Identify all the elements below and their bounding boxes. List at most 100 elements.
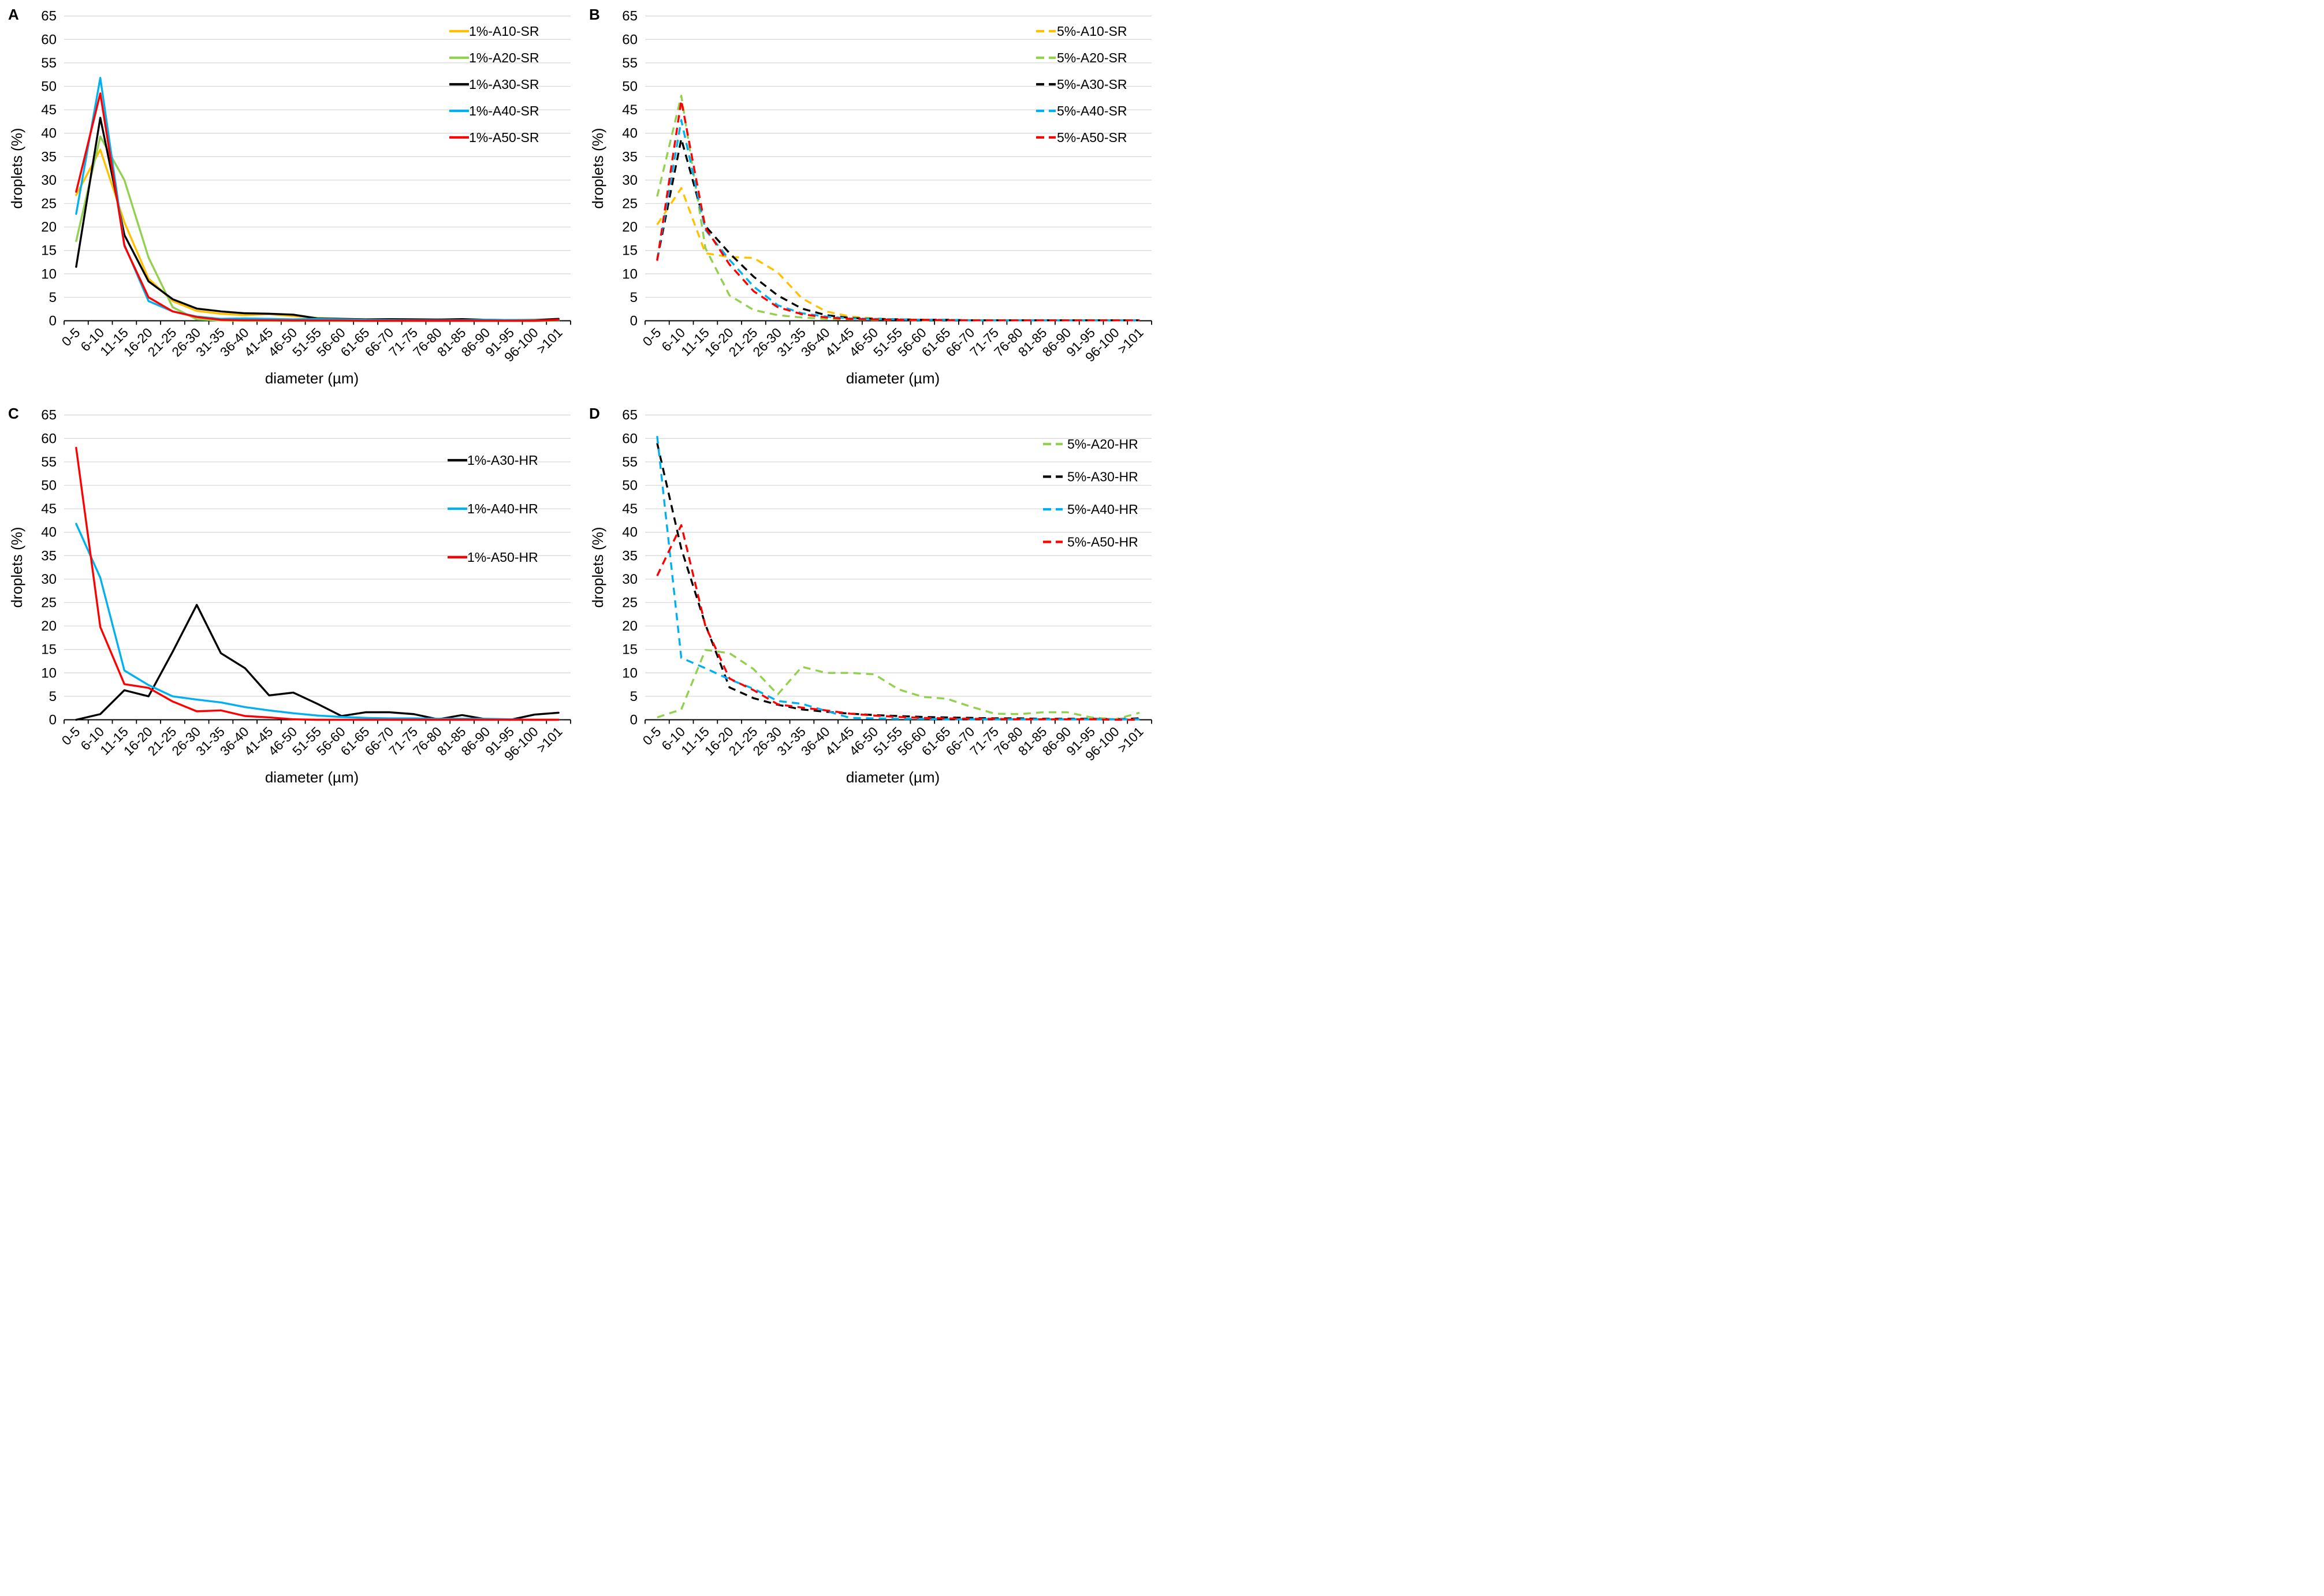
- x-tick-label: >101: [1115, 325, 1146, 357]
- series-line-1%-A50-HR: [75, 446, 560, 721]
- y-tick-label: 30: [622, 572, 638, 587]
- legend-item: 5%-A50-SR: [1036, 130, 1127, 145]
- legend-item: 1%-A30-HR: [448, 453, 538, 468]
- y-tick-label: 65: [622, 9, 638, 24]
- y-tick-label: 40: [41, 525, 57, 540]
- y-tick-label: 55: [622, 55, 638, 71]
- y-tick-label: 20: [41, 219, 57, 235]
- x-axis-title: diameter (µm): [846, 769, 940, 786]
- y-tick-label: 45: [41, 102, 57, 118]
- y-tick-label: 5: [49, 689, 57, 704]
- y-tick-label: 40: [41, 126, 57, 141]
- chart-d: 051015202530354045505560650-56-1011-1516…: [589, 408, 1152, 786]
- y-tick-label: 10: [622, 266, 638, 282]
- y-tick-label: 65: [41, 408, 57, 423]
- legend-item: 5%-A30-SR: [1036, 77, 1127, 92]
- panel-b: B 0 5 10 15 20 25 30 35 40 45 50 55 60 65 0-5 6-10 11-15…: [581, 0, 1162, 399]
- y-tick-label: 25: [622, 196, 638, 212]
- y-tick-label: 20: [622, 219, 638, 235]
- y-tick-label: 35: [622, 548, 638, 564]
- y-tick-label: 55: [622, 454, 638, 470]
- y-tick-label: 35: [41, 548, 57, 564]
- y-tick-label: 55: [41, 55, 57, 71]
- legend-item: 5%-A10-SR: [1036, 24, 1127, 39]
- legend-label: 1%-A50-SR: [469, 130, 539, 145]
- y-tick-label: 15: [622, 243, 638, 259]
- y-tick-label: 40: [622, 126, 638, 141]
- x-axis-title: diameter (µm): [265, 769, 359, 786]
- panel-letter-b: B: [589, 6, 600, 23]
- series-line-1%-A30-HR: [75, 603, 560, 721]
- legend-label: 1%-A30-HR: [467, 453, 538, 468]
- legend-item: 1%-A40-HR: [448, 501, 538, 516]
- y-tick-label: 0: [49, 314, 57, 329]
- legend-label: 5%-A30-SR: [1057, 77, 1127, 92]
- y-tick-label: 25: [41, 595, 57, 611]
- legend-item: 5%-A40-HR: [1043, 502, 1138, 517]
- legend-label: 5%-A30-HR: [1067, 469, 1138, 484]
- legend-item: 1%-A10-SR: [449, 24, 539, 39]
- y-axis-title: droplets (%): [8, 128, 25, 209]
- legend-label: 1%-A50-HR: [467, 550, 538, 565]
- y-tick-label: 60: [622, 32, 638, 47]
- legend-label: 5%-A40-HR: [1067, 502, 1138, 517]
- y-tick-label: 0: [630, 314, 638, 329]
- y-tick-label: 30: [622, 173, 638, 188]
- chart-a: 051015202530354045505560650-56-1011-1516…: [8, 9, 571, 387]
- panel-letter-c: C: [8, 405, 19, 422]
- y-tick-label: 65: [41, 9, 57, 24]
- droplet-distribution-figure: A 0 5 10 15 20 25 30 35 40 45 50 55 60 65 0-5 6-10 11-15…: [0, 0, 1162, 798]
- y-tick-label: 50: [622, 478, 638, 494]
- y-tick-label: 5: [49, 290, 57, 305]
- panel-c: C 0 5 10 15 20 25 30 35 40 45 50 55 60 65 0-5 6-10 11-15…: [0, 399, 581, 798]
- series-line-5%-A40-SR: [656, 119, 1140, 322]
- legend-label: 1%-A40-SR: [469, 103, 539, 118]
- legend-item: 5%-A20-SR: [1036, 50, 1127, 65]
- y-tick-label: 40: [622, 525, 638, 540]
- chart-c: 051015202530354045505560650-56-1011-1516…: [8, 408, 571, 786]
- y-tick-label: 10: [41, 665, 57, 681]
- legend-label: 5%-A50-SR: [1057, 130, 1127, 145]
- y-tick-label: 50: [622, 79, 638, 95]
- y-tick-label: 0: [630, 713, 638, 728]
- panel-d: D 0 5 10 15 20 25 30 35 40 45 50 55 60 65 0-5 6-10 11-15…: [581, 399, 1162, 798]
- y-tick-label: 15: [622, 642, 638, 658]
- legend-label: 5%-A10-SR: [1057, 24, 1127, 39]
- x-tick-label: >101: [534, 724, 565, 756]
- legend-item: 5%-A40-SR: [1036, 103, 1127, 118]
- y-tick-label: 0: [49, 713, 57, 728]
- y-tick-label: 20: [622, 618, 638, 634]
- series-line-5%-A30-SR: [656, 137, 1140, 322]
- y-tick-label: 60: [41, 431, 57, 446]
- y-tick-label: 55: [41, 454, 57, 470]
- panel-a: A 0 5 10 15 20 25 30 35 40 45 50 55 60 65 0-5 6-10 11-15…: [0, 0, 581, 399]
- legend-item: 1%-A40-SR: [449, 103, 539, 118]
- y-tick-label: 60: [622, 431, 638, 446]
- y-tick-label: 50: [41, 79, 57, 95]
- y-tick-label: 35: [622, 149, 638, 165]
- y-tick-label: 5: [630, 689, 638, 704]
- panel-letter-a: A: [8, 6, 19, 23]
- x-axis-title: diameter (µm): [265, 370, 359, 387]
- legend-item: 1%-A30-SR: [449, 77, 539, 92]
- y-tick-label: 45: [622, 501, 638, 517]
- y-tick-label: 65: [622, 408, 638, 423]
- series-line-5%-A10-SR: [656, 187, 1140, 322]
- legend-item: 1%-A50-SR: [449, 130, 539, 145]
- legend-label: 5%-A40-SR: [1057, 103, 1127, 118]
- y-tick-label: 10: [622, 665, 638, 681]
- series-line-1%-A20-SR: [75, 135, 560, 322]
- y-tick-label: 15: [41, 642, 57, 658]
- panel-letter-d: D: [589, 405, 600, 422]
- y-tick-label: 45: [41, 501, 57, 517]
- legend-item: 1%-A50-HR: [448, 550, 538, 565]
- y-axis-title: droplets (%): [589, 527, 606, 608]
- legend-item: 1%-A20-SR: [449, 50, 539, 65]
- y-tick-label: 25: [41, 196, 57, 212]
- legend-label: 5%-A50-HR: [1067, 535, 1138, 550]
- series-line-5%-A20-HR: [657, 648, 1140, 721]
- chart-b: 051015202530354045505560650-56-1011-1516…: [589, 9, 1152, 387]
- y-tick-label: 35: [41, 149, 57, 165]
- series-line-1%-A30-SR: [75, 117, 560, 321]
- y-tick-label: 30: [41, 572, 57, 587]
